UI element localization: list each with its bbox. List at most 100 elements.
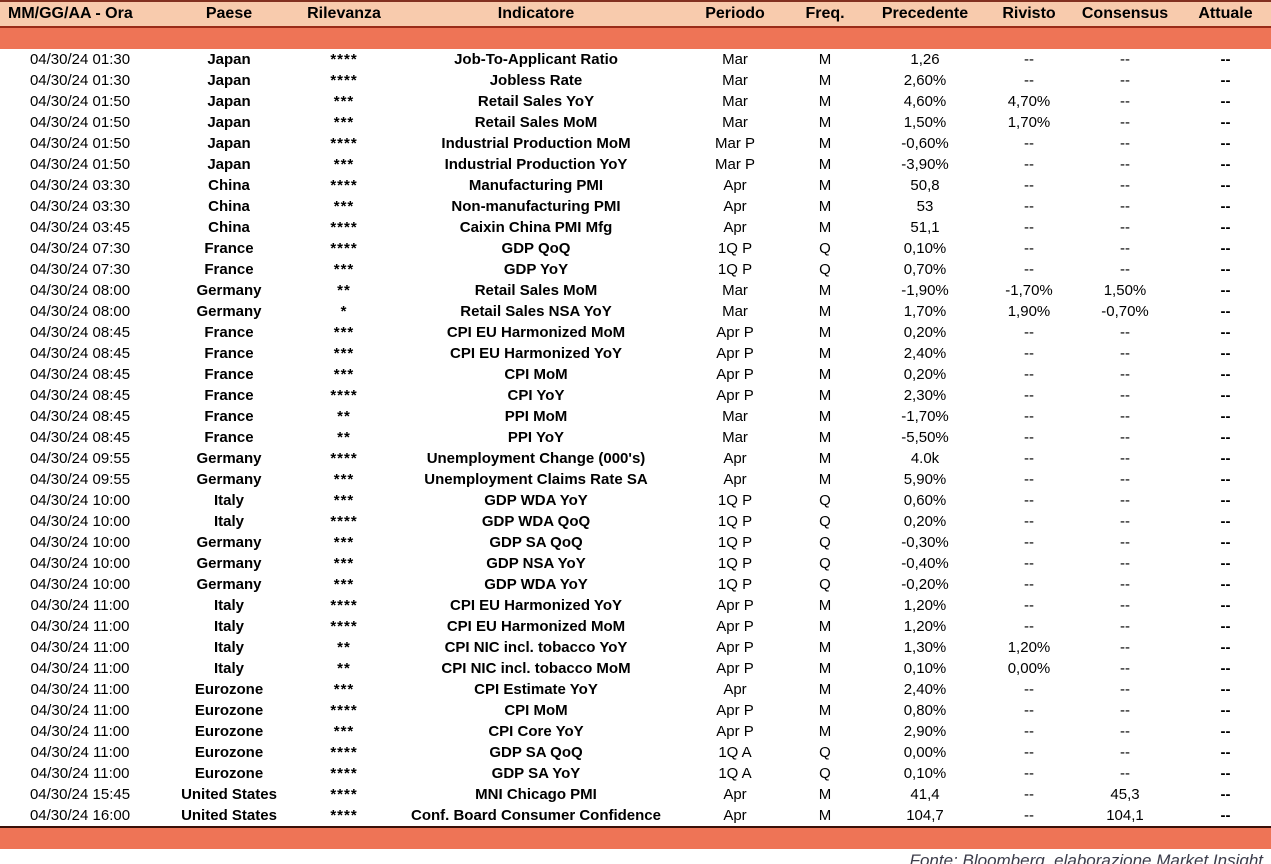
cell-revised: -- — [1024, 156, 1034, 173]
cell-indicator: GDP QoQ — [501, 240, 571, 257]
relevance-stars: ** — [337, 660, 351, 677]
cell-country: Japan — [207, 114, 251, 131]
cell-indicator: Retail Sales YoY — [477, 93, 595, 110]
cell-actual: -- — [1220, 408, 1231, 425]
cell-period: Mar P — [714, 156, 755, 173]
table-bottom-line — [0, 826, 1271, 849]
cell-actual: -- — [1220, 534, 1231, 551]
relevance-stars: *** — [333, 534, 355, 551]
cell-consensus: -- — [1120, 744, 1130, 761]
table-row: 04/30/24 01:30 Japan **** Job-To-Applica… — [0, 49, 1271, 70]
cell-revised: -- — [1024, 324, 1034, 341]
cell-consensus: -- — [1120, 702, 1130, 719]
table-row: 04/30/24 11:00 Eurozone **** GDP SA YoY … — [0, 763, 1271, 784]
cell-revised: -- — [1024, 807, 1034, 824]
cell-country: Italy — [213, 492, 244, 509]
cell-frequency: M — [818, 366, 832, 383]
cell-actual: -- — [1220, 240, 1231, 257]
cell-datetime: 04/30/24 11:00 — [30, 618, 130, 635]
cell-revised: -- — [1024, 786, 1034, 803]
cell-revised: -- — [1024, 135, 1034, 152]
cell-country: France — [204, 387, 254, 404]
cell-country: Germany — [196, 450, 262, 467]
cell-datetime: 04/30/24 01:50 — [29, 135, 131, 152]
cell-country: China — [208, 198, 250, 215]
cell-previous: -1,90% — [901, 282, 949, 299]
cell-actual: -- — [1220, 345, 1231, 362]
cell-consensus: -- — [1120, 72, 1130, 89]
col-header-previous: Precedente — [862, 2, 988, 28]
cell-consensus: -- — [1120, 450, 1130, 467]
relevance-stars: **** — [330, 72, 358, 89]
relevance-stars: *** — [333, 114, 355, 131]
cell-previous: -0,20% — [901, 576, 949, 593]
cell-indicator: CPI NIC incl. tobacco YoY — [444, 639, 628, 656]
relevance-stars: **** — [330, 219, 358, 236]
table-row: 04/30/24 01:50 Japan *** Industrial Prod… — [0, 154, 1271, 175]
cell-datetime: 04/30/24 07:30 — [29, 261, 131, 278]
cell-country: Germany — [196, 282, 262, 299]
cell-revised: -- — [1024, 723, 1034, 740]
cell-consensus: -- — [1120, 555, 1130, 572]
cell-revised: -- — [1024, 681, 1034, 698]
relevance-stars: **** — [330, 597, 358, 614]
cell-revised: -- — [1024, 51, 1034, 68]
cell-period: 1Q P — [717, 240, 753, 257]
cell-revised: 4,70% — [1007, 93, 1051, 110]
cell-previous: 4,60% — [903, 93, 947, 110]
cell-previous: 50,8 — [910, 177, 940, 194]
cell-revised: -- — [1024, 177, 1034, 194]
cell-consensus: -- — [1120, 177, 1130, 194]
table-row: 04/30/24 10:00 Italy **** GDP WDA QoQ 1Q… — [0, 511, 1271, 532]
cell-revised: -- — [1024, 744, 1034, 761]
cell-indicator: CPI MoM — [504, 366, 568, 383]
cell-consensus: -- — [1120, 261, 1130, 278]
cell-country: Italy — [213, 660, 244, 677]
cell-indicator: CPI EU Harmonized YoY — [450, 597, 622, 614]
cell-previous: -3,90% — [901, 156, 949, 173]
cell-consensus: 1,50% — [1103, 282, 1147, 299]
cell-country: Japan — [207, 51, 251, 68]
relevance-stars: *** — [333, 324, 355, 341]
cell-country: Germany — [196, 534, 262, 551]
header-divider-line — [0, 27, 1271, 49]
relevance-stars: *** — [333, 576, 355, 593]
cell-country: Germany — [196, 471, 262, 488]
cell-country: Italy — [213, 639, 244, 656]
relevance-stars: ** — [337, 408, 351, 425]
col-header-country: Paese — [160, 2, 298, 28]
cell-actual: -- — [1220, 765, 1231, 782]
cell-actual: -- — [1220, 597, 1231, 614]
cell-actual: -- — [1220, 702, 1231, 719]
cell-period: 1Q A — [718, 744, 752, 761]
table-row: 04/30/24 16:00 United States **** Conf. … — [0, 805, 1271, 827]
cell-revised: -- — [1024, 429, 1034, 446]
cell-revised: 1,90% — [1007, 303, 1051, 320]
cell-previous: 0,60% — [903, 492, 947, 509]
cell-revised: -1,70% — [1005, 282, 1053, 299]
cell-previous: 1,30% — [903, 639, 947, 656]
cell-previous: 0,10% — [903, 660, 947, 677]
cell-datetime: 04/30/24 15:45 — [29, 786, 131, 803]
cell-frequency: M — [818, 408, 832, 425]
cell-actual: -- — [1220, 51, 1231, 68]
cell-country: Japan — [207, 93, 251, 110]
cell-period: 1Q P — [717, 534, 753, 551]
table-body: 04/30/24 01:30 Japan **** Job-To-Applica… — [0, 49, 1271, 827]
cell-period: Mar — [722, 93, 748, 110]
cell-previous: 2,90% — [903, 723, 947, 740]
table-row: 04/30/24 09:55 Germany **** Unemployment… — [0, 448, 1271, 469]
cell-frequency: M — [818, 156, 832, 173]
cell-country: China — [208, 177, 250, 194]
table-row: 04/30/24 11:00 Eurozone *** CPI Core YoY… — [0, 721, 1271, 742]
cell-country: Eurozone — [194, 723, 264, 740]
cell-previous: 0,20% — [903, 324, 947, 341]
cell-datetime: 04/30/24 10:00 — [29, 534, 131, 551]
relevance-stars: ** — [337, 282, 351, 299]
cell-datetime: 04/30/24 01:50 — [29, 93, 131, 110]
relevance-stars: **** — [330, 450, 358, 467]
table-row: 04/30/24 09:55 Germany *** Unemployment … — [0, 469, 1271, 490]
cell-datetime: 04/30/24 11:00 — [30, 744, 130, 761]
relevance-stars: *** — [333, 198, 355, 215]
